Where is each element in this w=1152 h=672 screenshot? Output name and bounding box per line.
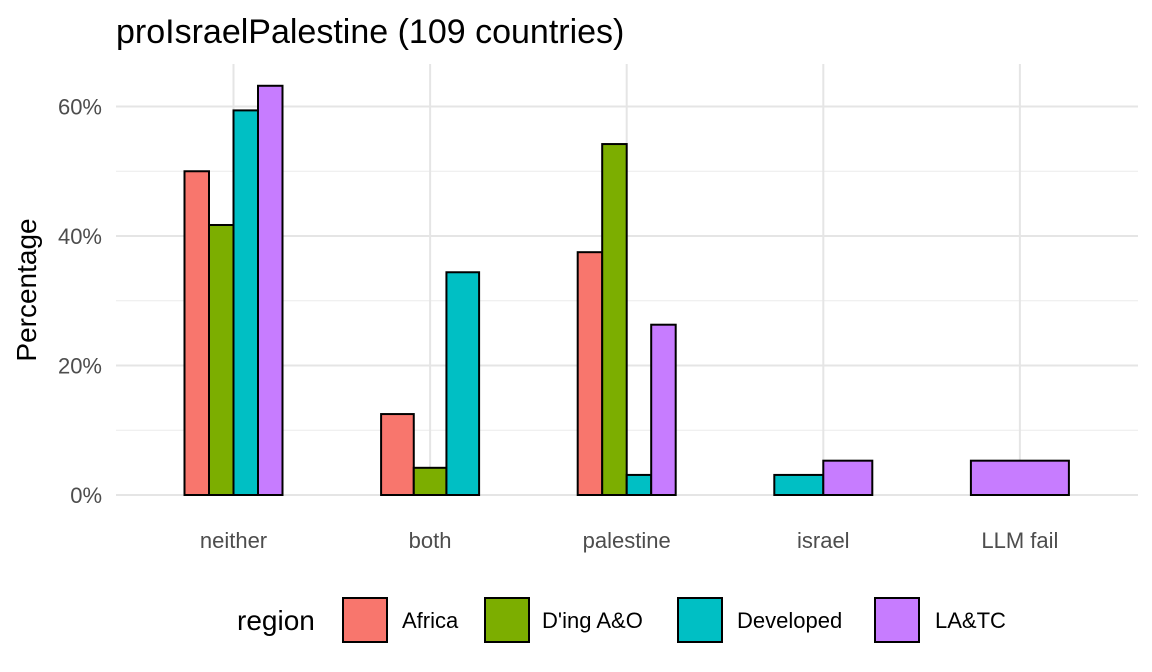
y-tick-label: 20% — [58, 354, 102, 379]
bar-africa-both — [380, 413, 415, 496]
bar-la-tc-llm-fail — [969, 459, 1070, 496]
bar-la-tc-neither — [257, 84, 284, 496]
bar-developed-both — [445, 271, 481, 497]
bar-developed-israel — [773, 473, 825, 496]
x-tick-label: neither — [200, 528, 267, 553]
x-tick-label: LLM fail — [981, 528, 1058, 553]
legend-key — [484, 597, 530, 643]
bar-d-ing-a-o-neither — [208, 223, 235, 496]
legend-key — [874, 597, 920, 643]
legend-label: LA&TC — [935, 608, 1006, 633]
legend-label: Developed — [737, 608, 842, 633]
legend: region Africa D'ing A&O Developed LA&TC — [237, 597, 1006, 643]
y-axis-ticks: 0% 20% 40% 60% — [58, 95, 102, 509]
legend-key — [342, 597, 388, 643]
bar-la-tc-palestine — [650, 323, 677, 496]
bar-africa-palestine — [576, 251, 604, 496]
x-axis-ticks: neither both palestine israel LLM fail — [200, 528, 1059, 553]
bars — [183, 84, 1070, 497]
chart-title: proIsraelPalestine (109 countries) — [116, 13, 624, 51]
bar-developed-palestine — [625, 473, 653, 496]
legend-label: Africa — [402, 608, 459, 633]
x-tick-label: israel — [797, 528, 850, 553]
legend-key — [677, 597, 723, 643]
x-tick-label: both — [409, 528, 452, 553]
legend-label: D'ing A&O — [542, 608, 643, 633]
legend-title: region — [237, 605, 315, 636]
y-tick-label: 60% — [58, 95, 102, 120]
bar-la-tc-israel — [822, 459, 874, 496]
bar-d-ing-a-o-both — [412, 466, 448, 496]
y-axis-label: Percentage — [11, 218, 42, 361]
y-tick-label: 0% — [70, 483, 102, 508]
bar-d-ing-a-o-palestine — [601, 143, 628, 496]
y-tick-label: 40% — [58, 224, 102, 249]
x-tick-label: palestine — [583, 528, 671, 553]
bar-developed-neither — [232, 109, 259, 496]
bar-africa-neither — [183, 170, 210, 496]
